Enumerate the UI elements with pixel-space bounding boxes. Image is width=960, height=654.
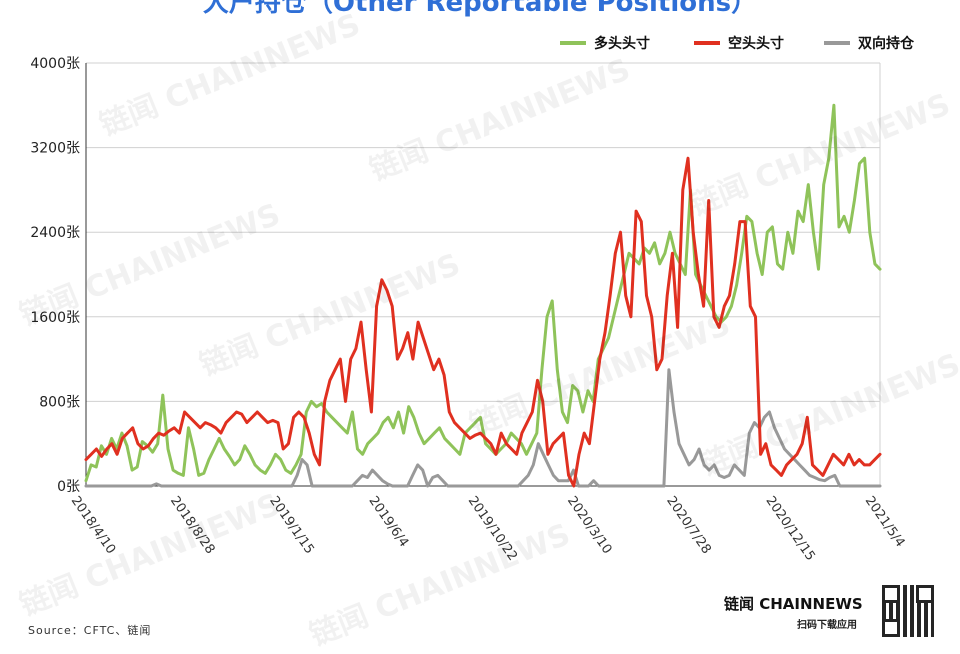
series-line <box>84 368 882 488</box>
series-line <box>84 156 882 488</box>
y-tick-label: 2400张 <box>30 225 80 241</box>
brand-subtitle: 扫码下载应用 <box>797 620 857 631</box>
y-axis-ticks: 0张 800张 1600张 2400张 3200张 4000张 <box>30 56 80 495</box>
x-tick-label: 2019/1/15 <box>266 494 317 557</box>
legend-label: 多头头寸 <box>594 35 650 52</box>
x-tick-label: 2020/12/15 <box>762 494 817 564</box>
chart-title: 大户持仓（Other Reportable Positions） <box>202 0 758 18</box>
x-tick-label: 2018/4/10 <box>68 494 119 557</box>
qr-code <box>882 585 934 637</box>
x-tick-label: 2020/3/10 <box>564 494 615 557</box>
x-tick-label: 2019/10/22 <box>465 494 520 564</box>
y-tick-label: 3200张 <box>30 141 80 157</box>
series-line <box>84 103 882 483</box>
qr-corner <box>882 619 900 637</box>
y-tick-label: 4000张 <box>30 56 80 72</box>
series-lines <box>84 103 882 488</box>
qr-corner <box>916 585 934 603</box>
y-tick-label: 0张 <box>57 479 80 495</box>
qr-corner <box>882 585 900 603</box>
source-note: Source：CFTC、链闻 <box>28 624 152 637</box>
legend: 多头头寸 空头头寸 双向持仓 <box>560 35 915 52</box>
legend-label: 空头头寸 <box>728 35 784 52</box>
brand-logo: 链闻 CHAINNEWS <box>724 595 863 613</box>
x-tick-label: 2020/7/28 <box>663 494 714 557</box>
legend-label: 双向持仓 <box>858 35 915 52</box>
y-tick-label: 1600张 <box>30 310 80 326</box>
x-tick-label: 2018/8/28 <box>167 494 218 557</box>
x-tick-label: 2019/6/4 <box>365 494 411 550</box>
x-tick-label: 2021/5/4 <box>862 494 908 550</box>
x-axis-ticks: 2018/4/10 2018/8/28 2019/1/15 2019/6/4 2019/… <box>68 494 908 564</box>
y-tick-label: 800张 <box>39 394 80 410</box>
